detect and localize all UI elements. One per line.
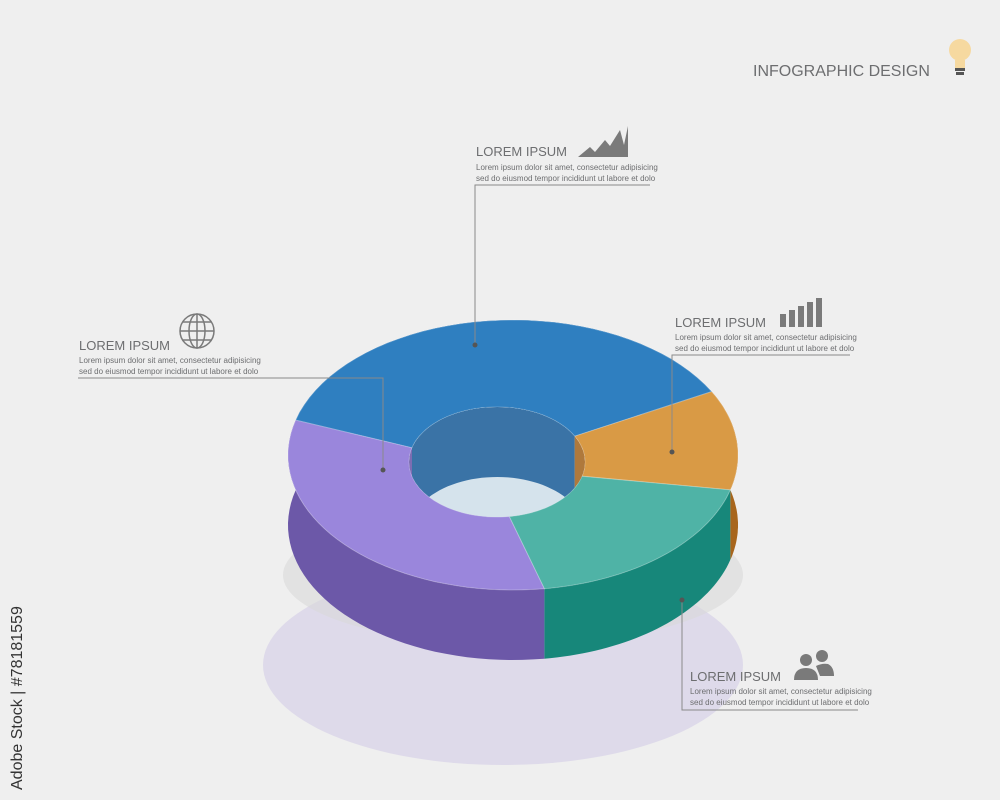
leader-line — [78, 377, 384, 470]
header-title: INFOGRAPHIC DESIGN — [753, 63, 930, 80]
people-icon — [794, 650, 834, 680]
leader-line — [474, 184, 650, 345]
callout: LOREM IPSUM Lorem ipsum dolor sit amet, … — [669, 298, 857, 455]
callout: LOREM IPSUM Lorem ipsum dolor sit amet, … — [679, 597, 872, 711]
watermark: Adobe Stock | #78181559 — [9, 606, 26, 790]
segment-side — [288, 420, 545, 660]
callout-text: sed do eiusmod tempor incididunt ut labo… — [675, 344, 855, 353]
callout-text: Lorem ipsum dolor sit amet, consectetur … — [476, 163, 658, 172]
callout-text: sed do eiusmod tempor incididunt ut labo… — [476, 174, 656, 183]
segment-side — [544, 489, 731, 659]
callout-title: LOREM IPSUM — [690, 669, 781, 684]
globe-icon — [179, 313, 215, 349]
inner-wall — [412, 407, 575, 517]
callout-text: sed do eiusmod tempor incididunt ut labo… — [690, 698, 870, 707]
callout-text: sed do eiusmod tempor incididunt ut labo… — [79, 367, 259, 376]
leader-line — [671, 354, 850, 452]
leader-dot — [380, 467, 386, 473]
callout-text: Lorem ipsum dolor sit amet, consectetur … — [675, 333, 857, 342]
callout-text: Lorem ipsum dolor sit amet, consectetur … — [79, 356, 261, 365]
callout-title: LOREM IPSUM — [675, 315, 766, 330]
chart-icon — [578, 126, 628, 157]
callout: LOREM IPSUM Lorem ipsum dolor sit amet, … — [472, 126, 658, 348]
leader-line — [681, 600, 858, 711]
donut-chart — [263, 319, 743, 765]
leader-dot — [472, 342, 478, 348]
callout-text: Lorem ipsum dolor sit amet, consectetur … — [690, 687, 872, 696]
bars-icon — [780, 298, 822, 327]
leader-dot — [679, 597, 685, 603]
bulb-icon — [949, 39, 971, 75]
callout: LOREM IPSUM Lorem ipsum dolor sit amet, … — [78, 313, 386, 473]
leader-dot — [669, 449, 675, 455]
callout-title: LOREM IPSUM — [476, 144, 567, 159]
callout-title: LOREM IPSUM — [79, 338, 170, 353]
